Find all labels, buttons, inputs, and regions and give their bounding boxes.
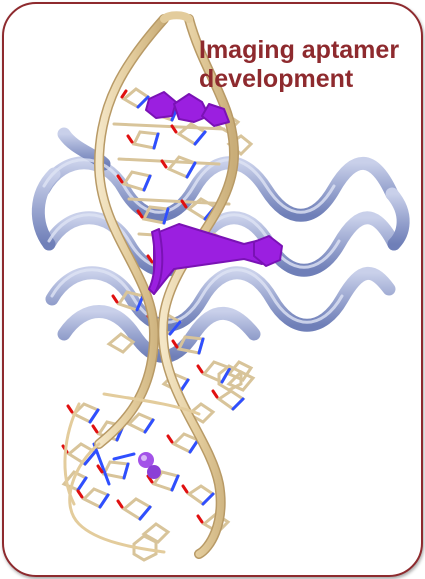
title-line-1: Imaging aptamer [199,36,400,64]
page-title: Imaging aptamer development [199,36,399,94]
rna-bases-lower [61,364,256,562]
ligand-molecule [145,91,283,295]
rna-backbone [63,11,240,559]
protein-rna-complex-illustration [31,11,410,562]
metal-ions [138,452,161,479]
title-line-2: development [199,65,354,93]
